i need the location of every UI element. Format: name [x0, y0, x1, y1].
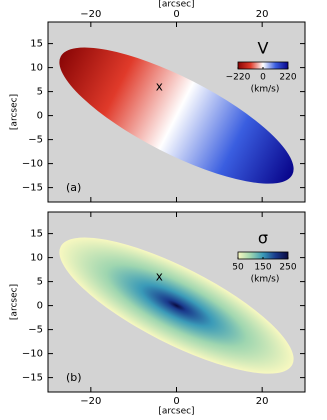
y-tick-label: −10	[22, 349, 43, 360]
x-tick-label: −20	[80, 396, 101, 407]
x-tick-label: −20	[80, 9, 101, 20]
colorbar-title: V	[258, 39, 269, 58]
y-tick-label: 15	[30, 229, 43, 240]
y-tick-label: −15	[22, 183, 43, 194]
galaxy-map	[59, 237, 294, 374]
y-tick-label: 0	[37, 111, 43, 122]
y-axis-label: [arcsec]	[10, 284, 20, 320]
colorbar-tick-label: 250	[279, 263, 296, 273]
y-axis-label: [arcsec]	[10, 94, 20, 130]
y-tick-label: −5	[28, 135, 43, 146]
y-tick-label: 5	[37, 87, 43, 98]
y-tick-label: 5	[37, 277, 43, 288]
colorbar-tick-label: 0	[260, 73, 266, 83]
colorbar-tick-label: 220	[279, 73, 296, 83]
panel-label: (b)	[66, 371, 82, 384]
y-tick-label: −15	[22, 373, 43, 384]
x-tick-label: 0	[173, 9, 179, 20]
panel-label: (a)	[66, 181, 81, 194]
y-tick-label: 0	[37, 301, 43, 312]
x-tick-label: 20	[256, 396, 269, 407]
colorbar-tick-label: 50	[232, 263, 244, 273]
y-tick-label: 10	[30, 253, 43, 264]
y-tick-label: 15	[30, 39, 43, 50]
x-axis-label: [arcsec]	[158, 407, 194, 417]
colorbar-tick-label: 150	[254, 263, 271, 273]
colorbar-title: σ	[258, 229, 268, 248]
y-tick-label: −5	[28, 325, 43, 336]
colorbar-tick-label: −220	[226, 73, 251, 83]
y-tick-label: −10	[22, 159, 43, 170]
x-axis-label: [arcsec]	[158, 0, 194, 10]
center-marker: x	[156, 79, 163, 93]
galaxy-map	[59, 47, 294, 184]
colorbar-unit: (km/s)	[251, 275, 280, 285]
x-tick-label: 20	[256, 9, 269, 20]
y-tick-label: 10	[30, 63, 43, 74]
x-tick-label: 0	[173, 396, 179, 407]
colorbar-unit: (km/s)	[251, 85, 280, 95]
center-marker: x	[156, 269, 163, 283]
